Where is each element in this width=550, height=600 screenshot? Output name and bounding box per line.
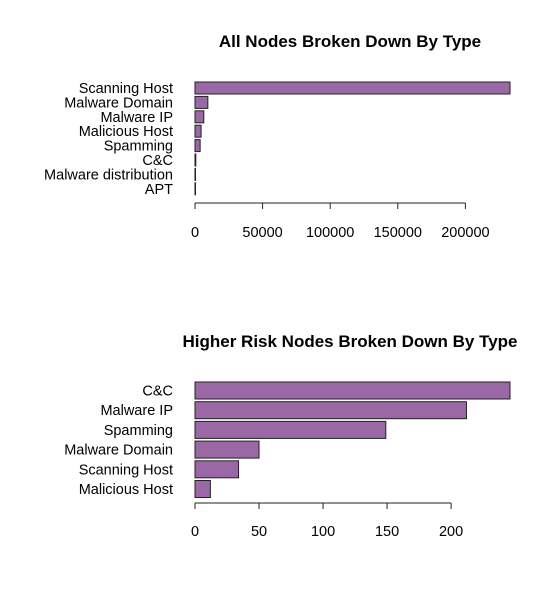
bar — [194, 182, 196, 196]
category-label: Spamming — [104, 139, 173, 155]
category-label: Malware IP — [100, 110, 173, 126]
bar — [194, 110, 205, 124]
category-label: Scanning Host — [79, 81, 173, 97]
category-label: Malware Domain — [64, 443, 173, 459]
bar — [194, 153, 197, 167]
bar — [194, 480, 211, 498]
bar — [194, 167, 196, 181]
x-tick-label: 0 — [191, 225, 199, 241]
x-tick-label: 100000 — [306, 225, 354, 241]
bar — [194, 95, 209, 109]
bar — [194, 420, 387, 439]
bar — [194, 124, 202, 138]
category-label: Malware IP — [100, 403, 173, 419]
x-tick-label: 0 — [191, 524, 199, 540]
category-label: C&C — [142, 153, 173, 169]
bar — [194, 381, 511, 400]
chart-title: All Nodes Broken Down By Type — [219, 32, 481, 51]
category-label: Malicious Host — [79, 482, 173, 498]
bar — [194, 139, 201, 153]
x-tick-label: 50 — [251, 524, 267, 540]
x-tick-label: 150000 — [374, 225, 422, 241]
chart-all-nodes: All Nodes Broken Down By Type Scanning H… — [44, 32, 511, 241]
chart-higher-risk-nodes: Higher Risk Nodes Broken Down By Type C&… — [64, 332, 517, 540]
x-tick-label: 100 — [311, 524, 335, 540]
bar — [194, 460, 240, 479]
category-label: Scanning Host — [79, 462, 173, 478]
category-label: Spamming — [104, 423, 173, 439]
x-tick-label: 50000 — [242, 225, 282, 241]
chart-title: Higher Risk Nodes Broken Down By Type — [182, 332, 517, 351]
category-label: Malicious Host — [79, 124, 173, 140]
category-label: Malware Domain — [64, 95, 173, 111]
x-tick-label: 200000 — [441, 225, 489, 241]
category-label: Malware distribution — [44, 167, 173, 183]
category-label: C&C — [142, 384, 173, 400]
x-tick-label: 200 — [439, 524, 463, 540]
x-tick-label: 150 — [375, 524, 399, 540]
bar — [194, 81, 511, 95]
bar — [194, 440, 260, 459]
bar — [194, 401, 467, 420]
category-label: APT — [145, 182, 173, 198]
